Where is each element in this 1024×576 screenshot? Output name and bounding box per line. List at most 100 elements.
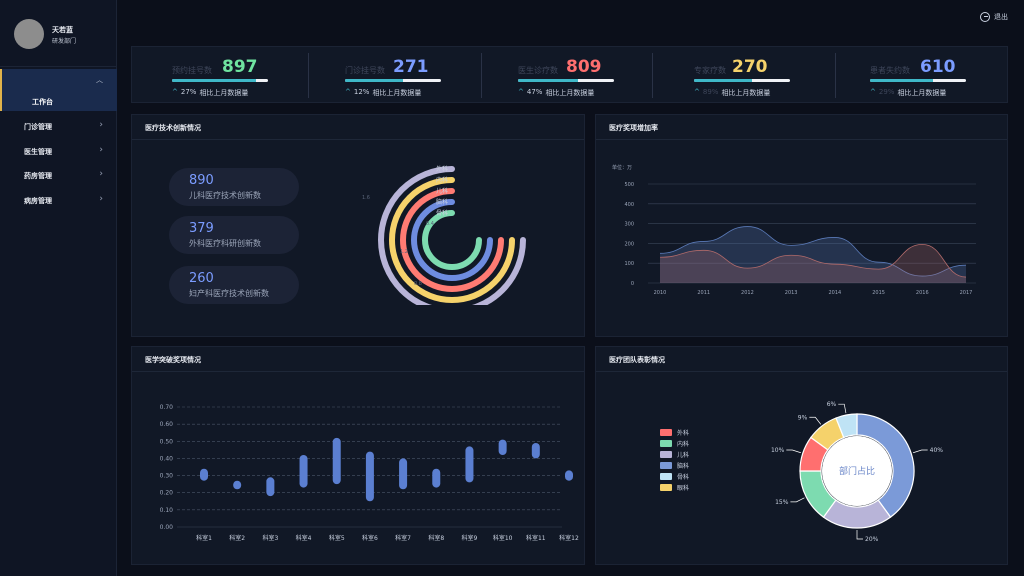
sidebar-item-label: 门诊管理	[24, 123, 52, 131]
sidebar-item-pharmacy[interactable]: 药房管理 ›	[0, 168, 117, 184]
range-bar	[565, 470, 573, 481]
legend-label[interactable]: 儿科	[677, 451, 689, 459]
arrow-up-icon: ^	[870, 88, 876, 96]
pie-center	[822, 436, 892, 506]
y-tick-label: 0	[631, 281, 634, 287]
radial-tick-label: 1.6	[362, 195, 370, 201]
kpi-percent: 12%	[353, 88, 370, 96]
kpi-percent: 89%	[702, 88, 719, 96]
pie-percent-label: 10%	[771, 447, 785, 454]
sidebar-item-wards[interactable]: 病房管理 ›	[0, 193, 117, 209]
sidebar-divider	[0, 66, 117, 67]
legend-swatch	[660, 462, 672, 469]
x-tick-label: 科室6	[362, 534, 378, 542]
kpi-note: 相比上月数据量	[372, 89, 422, 97]
kpi-card: 专家疗数 270 ^ 89% 相比上月数据量	[694, 47, 824, 104]
logout-button[interactable]: 退出	[980, 12, 1008, 22]
kpi-card: 门诊挂号数 271 ^ 12% 相比上月数据量	[345, 47, 475, 104]
radial-bar	[400, 188, 504, 292]
range-bar	[266, 477, 275, 497]
kpi-card: 患者失约数 610 ^ 29% 相比上月数据量	[870, 47, 1000, 104]
kpi-footnote: ^ 12% 相比上月数据量	[345, 88, 421, 98]
y-tick-label: 500	[624, 182, 634, 188]
kpi-footnote: ^ 89% 相比上月数据量	[694, 88, 770, 98]
kpi-title: 预约挂号数	[172, 66, 212, 75]
area-series-line	[659, 226, 967, 277]
kpi-title: 门诊挂号数	[345, 66, 385, 75]
legend-label[interactable]: 骨科	[677, 473, 689, 481]
sidebar-item-label: 病房管理	[24, 197, 52, 205]
legend-label[interactable]: 脑科	[677, 462, 689, 470]
range-bar	[332, 437, 341, 485]
y-tick-label: 0.20	[160, 490, 174, 497]
x-tick-label: 科室5	[329, 534, 345, 542]
x-tick-label: 2015	[872, 290, 885, 296]
pie-leader-line	[913, 449, 928, 454]
kpi-divider	[481, 53, 482, 98]
kpi-percent: 29%	[878, 88, 895, 96]
team-panel: 医疗团队表彰情况 40% 20% 15% 10% 9% 6% 部门占比 外科 内科 儿科 脑科 骨科眼…	[595, 346, 1008, 565]
area-series-fill	[660, 244, 966, 283]
x-tick-label: 2012	[741, 290, 754, 296]
kpi-progress-bar	[870, 79, 966, 82]
sidebar-item-label: 医生管理	[24, 148, 52, 156]
sidebar-item-workbench[interactable]: ︿ 工作台	[0, 69, 117, 111]
x-tick-label: 2010	[654, 290, 667, 296]
breakthrough-panel: 医学突破奖项情况 0.00 0.10 0.20 0.30 0.40 0.50 0.60 0.7…	[131, 346, 585, 565]
sidebar-item-doctors[interactable]: 医生管理 ›	[0, 144, 117, 160]
range-bar	[200, 468, 208, 481]
avatar[interactable]	[14, 19, 44, 49]
legend-label[interactable]: 眼科	[677, 484, 689, 492]
kpi-value: 897	[222, 57, 258, 77]
x-tick-label: 2011	[697, 290, 710, 296]
stat-label: 外科医疗科研创新数	[189, 239, 261, 248]
kpi-title: 医生诊疗数	[518, 66, 558, 75]
kpi-footnote: ^ 29% 相比上月数据量	[870, 88, 946, 98]
legend-label[interactable]: 外科	[677, 429, 689, 437]
kpi-note: 相比上月数据量	[897, 89, 947, 97]
kpi-note: 相比上月数据量	[199, 89, 249, 97]
pie-percent-label: 6%	[827, 401, 837, 408]
y-tick-label: 200	[624, 241, 634, 247]
kpi-footnote: ^ 47% 相比上月数据量	[518, 88, 594, 98]
pie-percent-label: 20%	[865, 536, 879, 543]
kpi-divider	[652, 53, 653, 98]
pie-slice	[835, 413, 858, 439]
radial-bar	[389, 177, 515, 303]
kpi-title: 专家疗数	[694, 66, 726, 75]
kpi-card: 预约挂号数 897 ^ 27% 相比上月数据量	[172, 47, 302, 104]
user-dept: 研发部门	[52, 38, 77, 45]
kpi-percent: 27%	[180, 88, 197, 96]
sidebar-item-outpatient[interactable]: 门诊管理 ›	[0, 119, 117, 135]
legend-swatch	[660, 484, 672, 491]
y-tick-label: 100	[624, 261, 634, 267]
chevron-right-icon: ›	[99, 145, 103, 155]
kpi-card: 医生诊疗数 809 ^ 47% 相比上月数据量	[518, 47, 648, 104]
area-chart: 单位：万 0 100 200 300 400 500 2010 2011 2012 2013 2014…	[612, 164, 976, 296]
kpi-progress-bar	[694, 79, 790, 82]
panel-divider	[596, 139, 1007, 140]
kpi-title: 患者失约数	[870, 66, 910, 75]
radial-category-label: 外科	[436, 165, 448, 173]
stat-label: 妇产科医疗技术创新数	[189, 289, 269, 298]
kpi-value: 271	[393, 57, 429, 77]
stat-value: 260	[189, 271, 214, 286]
pie-leader-line	[790, 497, 805, 503]
x-tick-label: 2013	[785, 290, 798, 296]
radial-tick-label: 0.4	[426, 221, 434, 227]
x-tick-label: 科室2	[229, 534, 245, 542]
radial-tick-label: 0.8	[414, 281, 422, 287]
legend-label[interactable]: 内科	[677, 440, 689, 448]
x-tick-label: 科室7	[395, 534, 411, 542]
range-bar	[365, 451, 374, 502]
radial-category-label: 儿科	[436, 187, 448, 195]
x-tick-label: 科室9	[462, 534, 478, 542]
x-tick-label: 科室1	[196, 534, 212, 542]
stat-label: 儿科医疗技术创新数	[189, 191, 261, 200]
arrow-up-icon: ^	[345, 88, 351, 96]
pie-leader-line	[838, 403, 847, 414]
arrow-up-icon: ^	[518, 88, 524, 96]
panel-title: 医疗团队表彰情况	[609, 356, 665, 364]
pie-percent-label: 9%	[798, 414, 808, 421]
